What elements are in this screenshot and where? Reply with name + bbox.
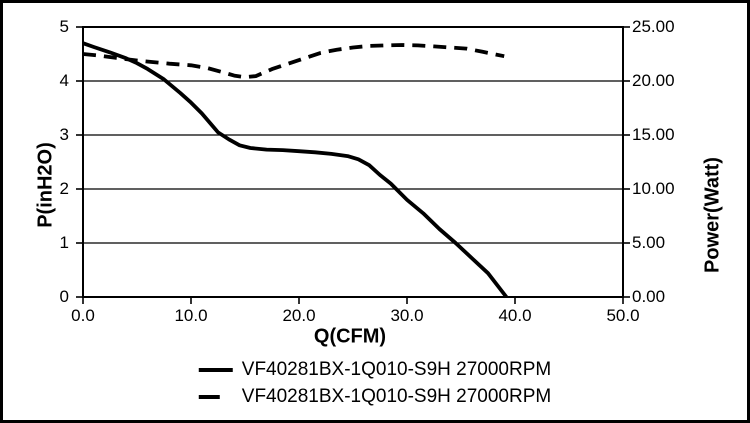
x-tick-label: 0.0 — [71, 306, 95, 325]
x-tick-label: 40.0 — [498, 306, 532, 325]
right-y-tick-label: 20.00 — [632, 71, 675, 90]
dashed-curve — [82, 43, 505, 80]
left-y-tick-label: 5 — [59, 17, 69, 36]
legend: VF40281BX-1Q010-S9H 27000RPM VF40281BX-1… — [198, 356, 552, 410]
solid-curve — [82, 41, 508, 299]
left-y-tick-label: 2 — [59, 179, 69, 198]
legend-label: VF40281BX-1Q010-S9H 27000RPM — [241, 385, 552, 407]
legend-item: VF40281BX-1Q010-S9H 27000RPM — [198, 383, 552, 410]
x-tick-label: 30.0 — [390, 306, 424, 325]
legend-label: VF40281BX-1Q010-S9H 27000RPM — [241, 358, 552, 380]
legend-item: VF40281BX-1Q010-S9H 27000RPM — [198, 356, 552, 383]
x-tick-label: 10.0 — [174, 306, 208, 325]
solid-line-icon — [198, 367, 233, 372]
plot-frame — [82, 26, 624, 298]
left-y-tick-label: 1 — [59, 233, 69, 252]
right-y-tick-label: 15.00 — [632, 125, 675, 144]
left-y-tick-label: 0 — [59, 287, 69, 306]
solid-line-swatch — [198, 367, 235, 372]
right-y-axis-title: Power(Watt) — [701, 157, 724, 273]
left-y-axis-title: P(inH2O) — [34, 142, 57, 228]
right-y-tick-label: 10.00 — [632, 179, 675, 198]
x-tick-label: 20.0 — [282, 306, 316, 325]
left-y-tick-label: 3 — [59, 125, 69, 144]
x-tick-label: 50.0 — [606, 306, 640, 325]
right-y-tick-label: 0.00 — [632, 287, 666, 306]
right-y-tick-label: 25.00 — [632, 17, 675, 36]
dashed-line-icon — [198, 394, 220, 399]
dashed-line-swatch — [198, 394, 235, 399]
x-axis-title: Q(CFM) — [313, 325, 387, 348]
right-y-tick-label: 5.00 — [632, 233, 666, 252]
left-y-tick-label: 4 — [59, 71, 69, 90]
